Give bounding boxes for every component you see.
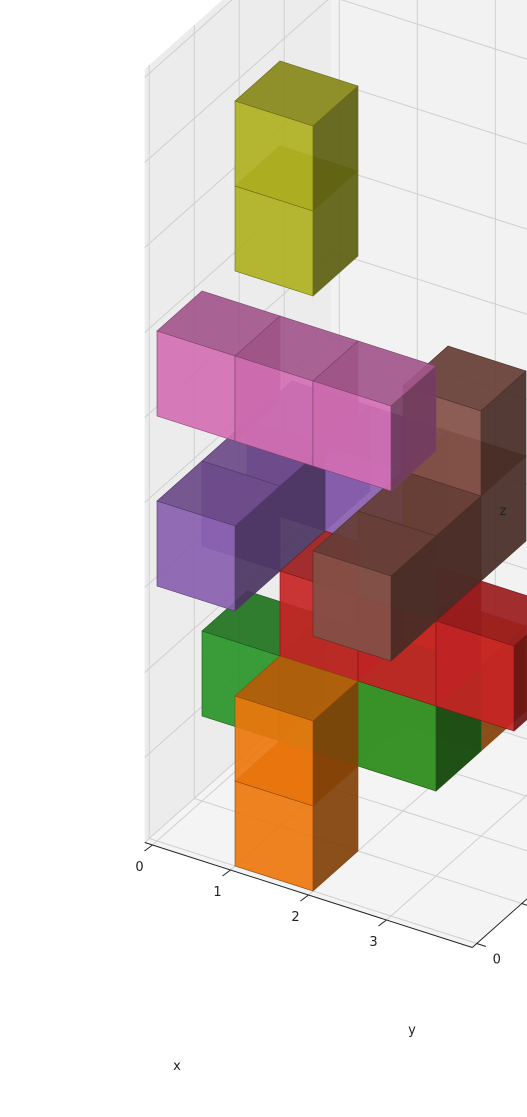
x-axis-label: x (173, 1059, 181, 1074)
x-tick (223, 870, 231, 876)
x-tick-label: 2 (291, 910, 299, 925)
x-tick (379, 920, 387, 926)
x-tick (301, 895, 309, 901)
y-tick (522, 904, 527, 907)
y-tick-label: 0 (493, 953, 501, 968)
z-axis-label: z (500, 504, 507, 519)
x-tick-label: 0 (135, 860, 143, 875)
y-tick (477, 944, 486, 947)
x-tick (145, 845, 153, 851)
x-tick-label: 1 (213, 885, 221, 900)
x-tick-label: 3 (369, 935, 377, 950)
y-axis-label: y (408, 1023, 416, 1038)
